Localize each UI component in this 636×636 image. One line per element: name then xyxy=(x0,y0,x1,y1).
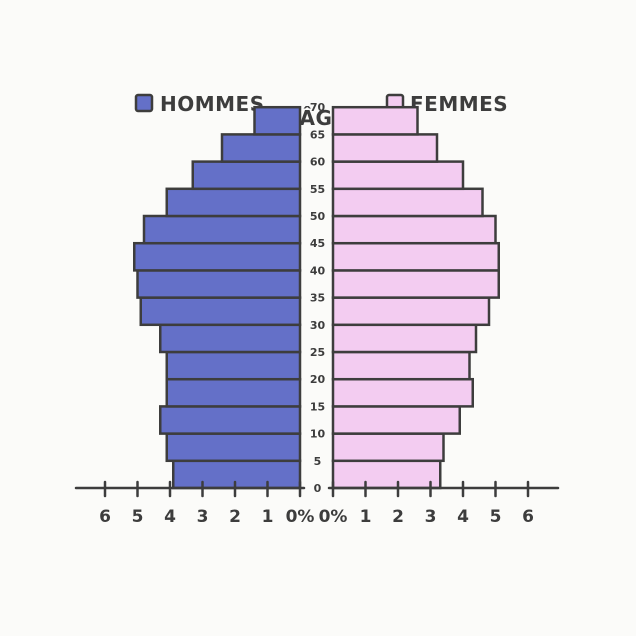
tick-label-right-4: 4 xyxy=(457,507,469,527)
bar-hommes-5 xyxy=(159,323,302,354)
age-label-50: 50 xyxy=(310,210,326,223)
bar-femmes-9 xyxy=(331,214,497,245)
tick-label-left-4: 4 xyxy=(164,507,176,527)
bar-femmes-0 xyxy=(331,459,442,490)
tick-label-left-2: 2 xyxy=(229,507,241,527)
age-label-55: 55 xyxy=(310,183,325,196)
bar-femmes-2 xyxy=(331,405,461,435)
bar-femmes-1 xyxy=(331,432,445,463)
bar-femmes-13 xyxy=(331,105,419,136)
bar-femmes-3 xyxy=(331,377,474,408)
bar-femmes-10 xyxy=(331,187,484,218)
bar-hommes-10 xyxy=(165,187,302,218)
tick-label-right-3: 3 xyxy=(425,507,437,527)
legend-label-femmes: FEMMES xyxy=(410,92,508,116)
legend-swatch-hommes xyxy=(134,93,154,113)
tick-label-right-1: 1 xyxy=(360,507,372,527)
tick-label-left-1: 1 xyxy=(262,507,274,527)
age-label-20: 20 xyxy=(310,373,326,386)
tick-label-left-5: 5 xyxy=(132,507,144,527)
bar-hommes-0 xyxy=(172,459,302,490)
x-axis: 6 5 4 3 2 1 0% 0% 1 2 3 4 5 6 xyxy=(74,480,560,527)
bar-hommes-3 xyxy=(165,377,302,408)
bar-femmes-7 xyxy=(331,269,500,299)
tick-label-left-3: 3 xyxy=(197,507,209,527)
bar-hommes-6 xyxy=(139,296,302,327)
age-label-5: 5 xyxy=(314,455,322,468)
age-label-60: 60 xyxy=(310,156,326,169)
bar-hommes-8 xyxy=(133,241,302,272)
bar-femmes-6 xyxy=(331,296,491,327)
age-label-70: 70 xyxy=(310,101,326,114)
bar-femmes-11 xyxy=(331,160,465,191)
bar-hommes-2 xyxy=(159,405,302,435)
age-label-15: 15 xyxy=(310,400,325,413)
tick-label-right-6: 6 xyxy=(522,507,534,527)
age-label-10: 10 xyxy=(310,428,326,441)
bar-femmes-5 xyxy=(331,323,478,354)
bar-hommes-7 xyxy=(136,269,302,299)
bar-hommes-12 xyxy=(220,133,302,163)
bar-hommes-11 xyxy=(191,160,302,191)
tick-label-left-0: 0% xyxy=(286,507,315,527)
legend-label-hommes: HOMMES xyxy=(160,92,265,116)
age-label-0: 0 xyxy=(314,482,322,495)
age-label-25: 25 xyxy=(310,346,325,359)
bar-femmes-12 xyxy=(331,133,439,163)
age-label-40: 40 xyxy=(310,264,326,277)
bar-hommes-1 xyxy=(165,432,302,463)
tick-label-right-2: 2 xyxy=(392,507,404,527)
age-labels-group: 0 5 10 15 20 25 30 35 40 45 50 55 60 65 70 xyxy=(310,101,326,495)
age-label-35: 35 xyxy=(310,292,325,305)
age-label-45: 45 xyxy=(310,237,325,250)
bars-group xyxy=(133,105,500,490)
tick-label-right-0: 0% xyxy=(319,507,348,527)
bar-femmes-8 xyxy=(331,241,500,272)
bar-hommes-9 xyxy=(142,214,302,245)
bar-hommes-13 xyxy=(253,105,302,136)
tick-label-left-6: 6 xyxy=(99,507,111,527)
age-label-65: 65 xyxy=(310,128,325,141)
legend: HOMMES FEMMES xyxy=(134,92,508,116)
tick-label-right-5: 5 xyxy=(490,507,502,527)
bar-hommes-4 xyxy=(165,350,302,381)
bar-femmes-4 xyxy=(331,350,471,381)
age-label-30: 30 xyxy=(310,319,326,332)
